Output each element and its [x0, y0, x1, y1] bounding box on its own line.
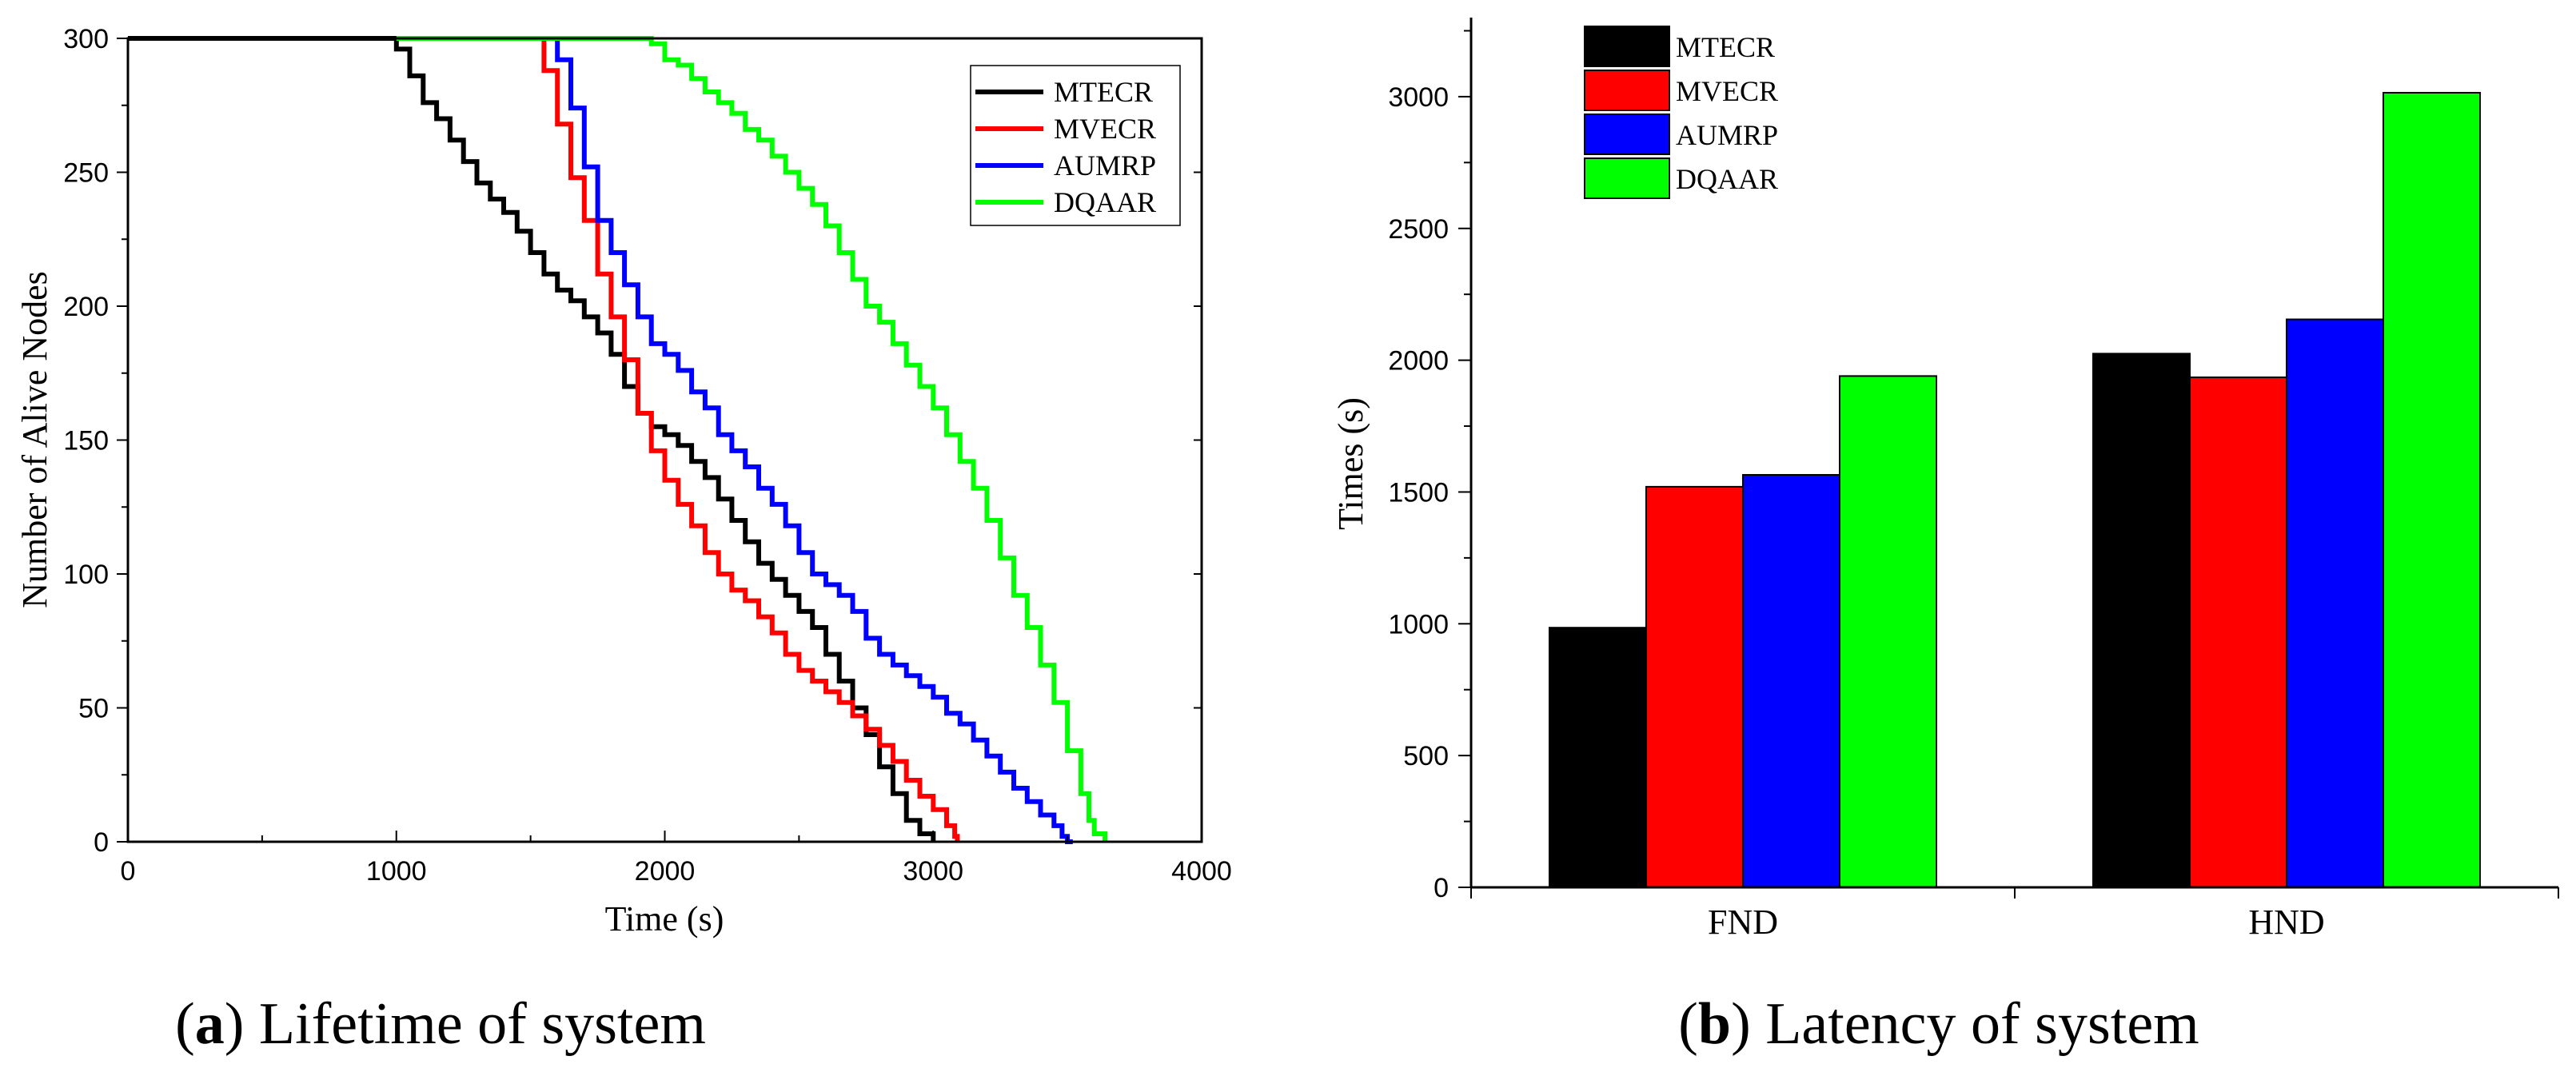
- latency-y-tick-label: 1000: [1388, 609, 1449, 640]
- latency-bar-hnd-dqaar: [2383, 92, 2481, 888]
- lifetime-legend: MTECR MVECR AUMRP DQAAR: [970, 65, 1181, 226]
- latency-y-tick-label: 0: [1434, 873, 1449, 903]
- latency-y-tick-label: 500: [1403, 741, 1449, 771]
- latency-bar-fnd-mtecr: [1549, 627, 1647, 888]
- latency-legend-label-mvecr: MVECR: [1676, 75, 1778, 107]
- latency-bar-fnd-mvecr: [1645, 485, 1744, 889]
- lifetime-y-tick-label: 150: [63, 426, 109, 456]
- lifetime-y-tick-label: 300: [63, 24, 109, 54]
- lifetime-x-tick-label: 2000: [635, 856, 696, 887]
- lifetime-x-tick-label: 0: [121, 856, 136, 887]
- lifetime-y-tick-label: 250: [63, 158, 109, 189]
- latency-legend-label-mtecr: MTECR: [1676, 31, 1775, 63]
- latency-chart: FND HND 0 500 1000 1500 2000 2500 3000 Times (s)…: [1331, 18, 2559, 1057]
- latency-bar-fnd-aumrp: [1742, 474, 1840, 888]
- latency-y-tick-label: 1500: [1388, 477, 1449, 508]
- lifetime-legend-label-dqaar: DQAAR: [1054, 186, 1156, 218]
- lifetime-series-mtecr: [128, 36, 936, 842]
- latency-bar-hnd-mtecr: [2092, 353, 2191, 888]
- latency-y-tick-label: 2000: [1388, 346, 1449, 377]
- latency-caption: (b) Latency of system: [1678, 991, 2199, 1057]
- latency-bar-fnd-dqaar: [1839, 375, 1937, 888]
- latency-legend-swatch-mtecr: [1584, 26, 1670, 67]
- lifetime-caption: (a) Lifetime of system: [175, 991, 706, 1057]
- latency-legend-label-dqaar: DQAAR: [1676, 163, 1778, 195]
- latency-legend: MTECR MVECR AUMRP DQAAR: [1581, 22, 1797, 206]
- latency-category-label-hnd: HND: [2248, 903, 2324, 942]
- latency-legend-swatch-mvecr: [1584, 70, 1670, 111]
- lifetime-y-tick-label: 100: [63, 560, 109, 590]
- latency-category-label-fnd: FND: [1708, 903, 1778, 942]
- lifetime-x-axis-title: Time (s): [605, 899, 724, 938]
- latency-legend-swatch-dqaar: [1584, 157, 1670, 199]
- lifetime-x-tick-label: 3000: [903, 856, 963, 887]
- lifetime-caption-text: Lifetime of system: [259, 991, 706, 1057]
- latency-y-tick-label: 2500: [1388, 214, 1449, 245]
- lifetime-y-tick-label: 200: [63, 292, 109, 322]
- latency-legend-swatch-aumrp: [1584, 114, 1670, 155]
- latency-y-axis-title: Times (s): [1331, 397, 1370, 530]
- lifetime-y-tick-label: 0: [94, 827, 109, 858]
- latency-bar-hnd-mvecr: [2189, 377, 2287, 888]
- lifetime-caption-letter: a: [195, 991, 225, 1057]
- lifetime-x-tick-label: 1000: [366, 856, 427, 887]
- latency-y-tick-label: 3000: [1388, 82, 1449, 113]
- lifetime-x-tick-label: 4000: [1171, 856, 1232, 887]
- latency-bar-hnd-aumrp: [2286, 318, 2384, 888]
- lifetime-series-aumrp: [546, 36, 1073, 844]
- latency-caption-letter: b: [1698, 991, 1731, 1057]
- lifetime-y-tick-label: 50: [78, 694, 109, 724]
- latency-legend-label-aumrp: AUMRP: [1676, 119, 1778, 151]
- lifetime-chart: 0 1000 2000 3000 4000 0 50 100 150 200 250 300 Time…: [15, 24, 1232, 1057]
- lifetime-series-dqaar: [396, 36, 1108, 842]
- lifetime-series-mvecr: [536, 36, 960, 842]
- lifetime-legend-label-mvecr: MVECR: [1054, 113, 1156, 145]
- lifetime-legend-label-aumrp: AUMRP: [1054, 149, 1156, 181]
- latency-caption-text: Latency of system: [1765, 991, 2199, 1057]
- lifetime-legend-label-mtecr: MTECR: [1054, 76, 1153, 108]
- lifetime-y-axis-title: Number of Alive Nodes: [15, 271, 54, 608]
